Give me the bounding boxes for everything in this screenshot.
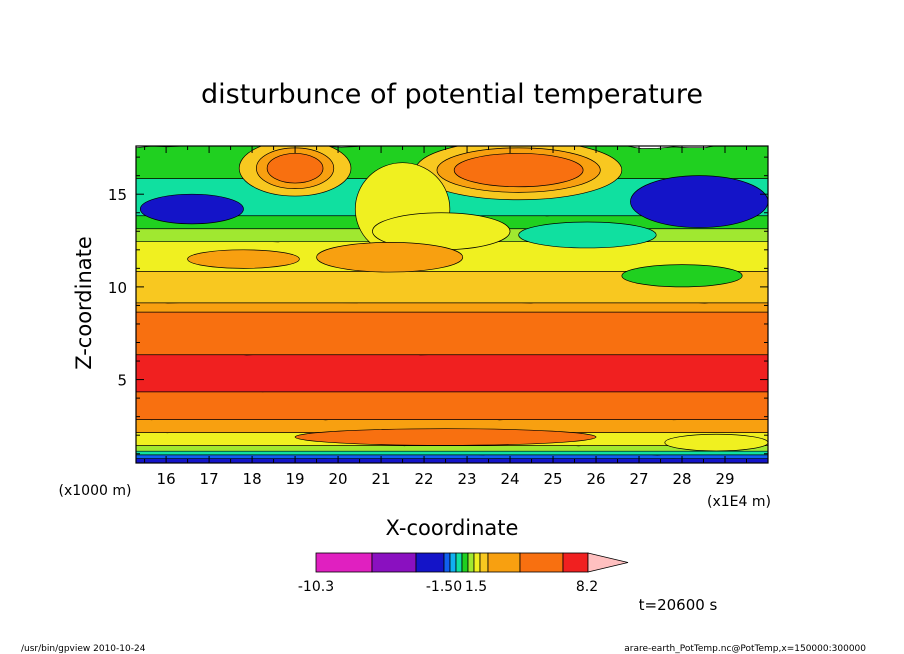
footer-source: arare-earth_PotTemp.nc@PotTemp,x=150000:… xyxy=(624,644,866,654)
x-tick-label: 25 xyxy=(543,470,562,488)
x-tick-label: 29 xyxy=(715,470,734,488)
contour-cell xyxy=(453,153,584,188)
colorbar-cell xyxy=(487,552,521,573)
colorbar-labels: -10.3 -1.50 1.5 8.2 xyxy=(298,579,598,595)
chart-title: disturbunce of potential temperature xyxy=(201,79,703,110)
plot-fill xyxy=(136,146,768,463)
colorbar-cell xyxy=(479,552,489,573)
colorbar xyxy=(315,552,629,573)
contour-cell xyxy=(316,242,464,273)
plot-border xyxy=(135,145,769,464)
colorbar-cell xyxy=(443,552,451,573)
contour-cell xyxy=(266,153,324,184)
x-tick-label: 24 xyxy=(500,470,519,488)
x-tick-label: 22 xyxy=(415,470,434,488)
x-tick-label: 27 xyxy=(629,470,648,488)
colorbar-cell xyxy=(461,552,469,573)
y-tick-label: 5 xyxy=(117,372,127,390)
contour-band xyxy=(136,306,768,356)
colorbar-cell xyxy=(562,552,589,573)
x-axis: 16 17 18 19 20 21 22 23 24 25 26 27 28 29 xyxy=(144,146,748,488)
y-tick-label: 15 xyxy=(108,186,127,204)
colorbar-label: -10.3 xyxy=(298,579,334,595)
x-tick-label: 19 xyxy=(286,470,305,488)
contour-cell xyxy=(630,175,768,228)
x-tick-label: 28 xyxy=(672,470,691,488)
x-tick-label: 20 xyxy=(329,470,348,488)
contour-cell xyxy=(187,249,300,269)
contour-cell xyxy=(621,264,743,288)
y-unit-label: (x1000 m) xyxy=(59,483,132,499)
colorbar-arrow xyxy=(587,552,629,573)
x-tick-label: 17 xyxy=(200,470,219,488)
y-tick-label: 10 xyxy=(108,279,127,297)
y-axis: 5 10 15 xyxy=(108,156,768,455)
colorbar-label: 1.5 xyxy=(465,579,487,595)
colorbar-cell xyxy=(455,552,463,573)
colorbar-cell xyxy=(315,552,373,573)
time-label: t=20600 s xyxy=(639,596,718,614)
x-unit-label: (x1E4 m) xyxy=(707,494,771,510)
x-tick-label: 21 xyxy=(372,470,391,488)
plot-frame xyxy=(135,145,769,464)
colorbar-cell xyxy=(371,552,417,573)
contour-cell xyxy=(664,433,768,452)
y-axis-label: Z-coordinate xyxy=(72,236,96,370)
colorbar-cell xyxy=(467,552,475,573)
colorbar-cell xyxy=(519,552,564,573)
colorbar-label: 8.2 xyxy=(576,579,598,595)
contour-cell xyxy=(518,221,657,249)
colorbar-cell xyxy=(449,552,457,573)
x-tick-label: 23 xyxy=(458,470,477,488)
x-tick-label: 26 xyxy=(586,470,605,488)
footer-program: /usr/bin/gpview 2010-10-24 xyxy=(21,644,146,654)
colorbar-cell xyxy=(415,552,445,573)
contour-cell xyxy=(139,193,244,225)
colorbar-cell xyxy=(473,552,481,573)
x-axis-label: X-coordinate xyxy=(386,516,519,540)
colorbar-label: -1.50 xyxy=(426,579,462,595)
x-tick-label: 16 xyxy=(157,470,176,488)
x-tick-label: 18 xyxy=(243,470,262,488)
contour-cell xyxy=(294,428,597,446)
